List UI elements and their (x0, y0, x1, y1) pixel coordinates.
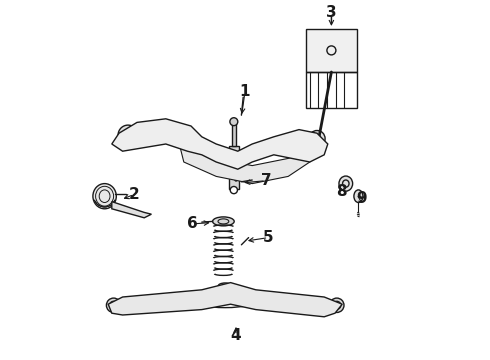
Ellipse shape (339, 176, 353, 191)
Ellipse shape (213, 217, 234, 226)
Text: 7: 7 (261, 173, 271, 188)
Bar (306, 72, 357, 108)
Text: 3: 3 (326, 5, 337, 20)
Ellipse shape (330, 298, 344, 312)
Ellipse shape (118, 125, 138, 145)
Ellipse shape (354, 190, 363, 202)
Ellipse shape (230, 186, 238, 194)
Text: 6: 6 (187, 216, 197, 231)
Bar (306, 29, 357, 72)
Polygon shape (112, 202, 151, 218)
Polygon shape (180, 144, 310, 184)
Ellipse shape (191, 292, 259, 307)
Text: 8: 8 (336, 184, 347, 199)
Text: 1: 1 (240, 84, 250, 99)
Ellipse shape (106, 298, 121, 312)
Text: 2: 2 (129, 187, 140, 202)
Ellipse shape (230, 118, 238, 126)
Ellipse shape (218, 283, 232, 289)
Text: 4: 4 (231, 328, 241, 343)
Polygon shape (112, 119, 328, 169)
Polygon shape (108, 283, 342, 317)
Bar (229, 146, 239, 189)
Ellipse shape (309, 131, 325, 147)
Text: 9: 9 (356, 191, 367, 206)
Ellipse shape (93, 184, 116, 209)
Text: 5: 5 (263, 230, 274, 245)
Bar (232, 122, 236, 146)
